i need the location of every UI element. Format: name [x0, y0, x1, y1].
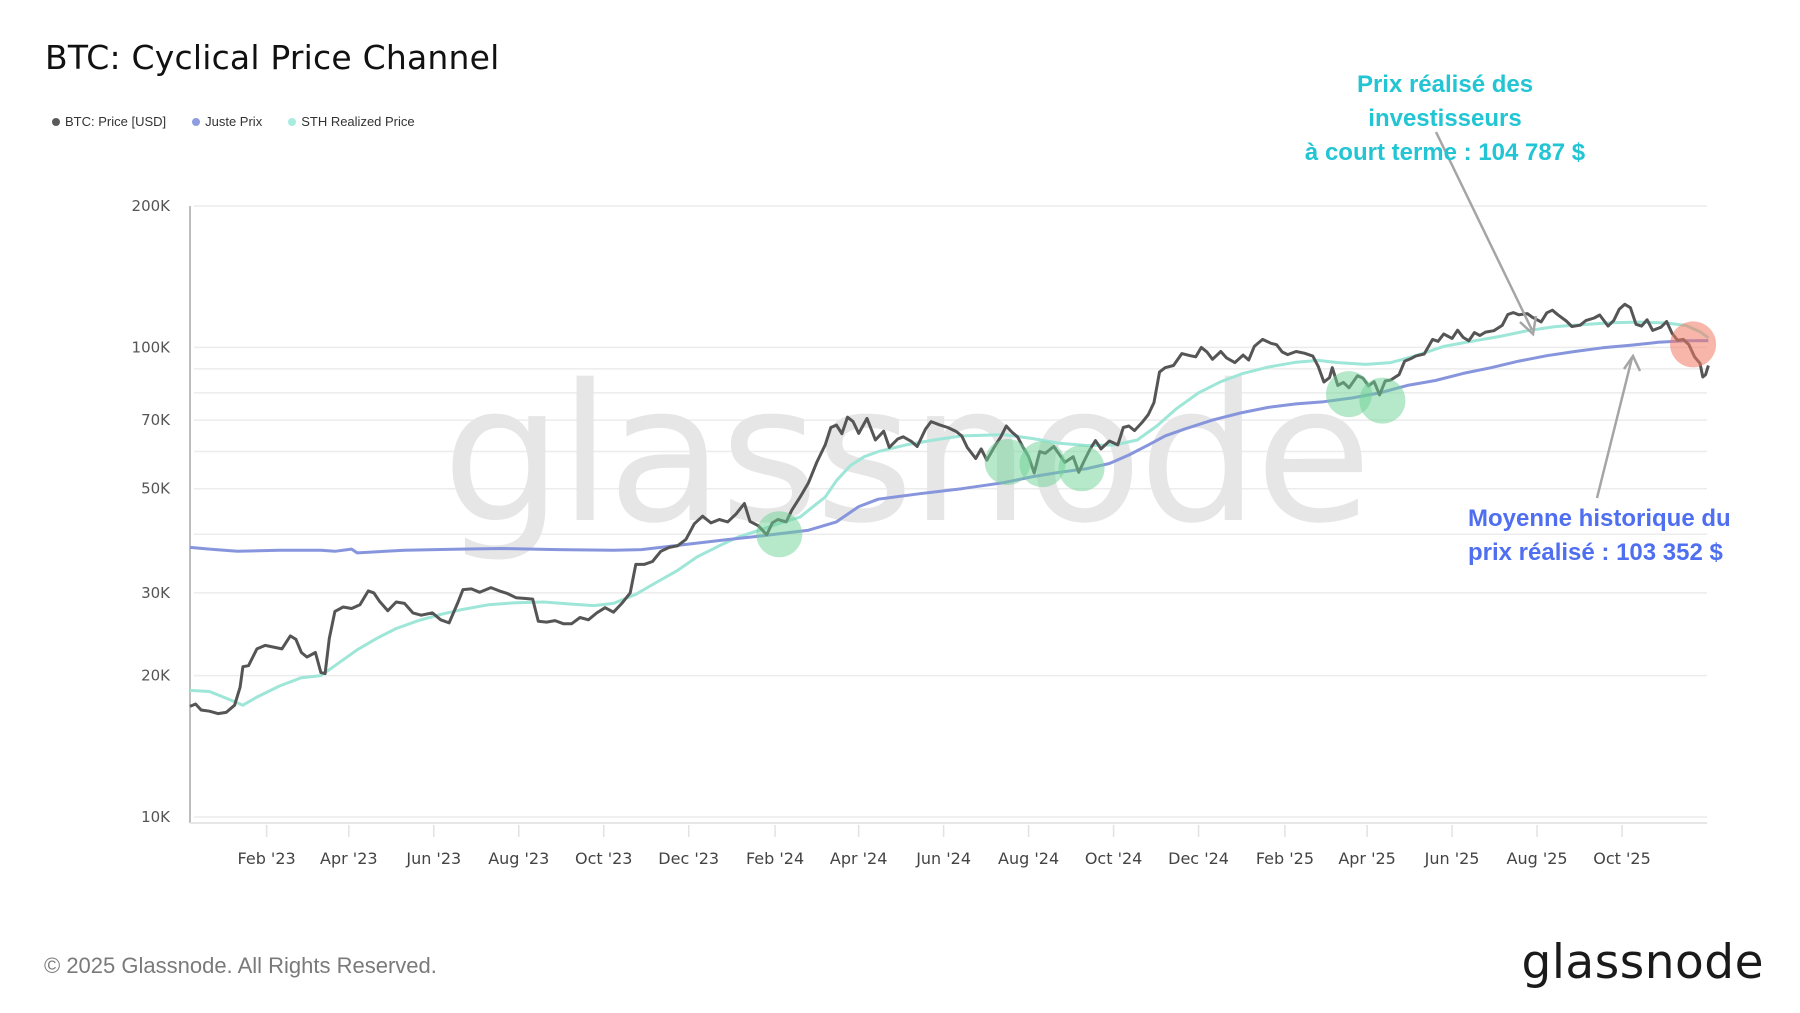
green-highlight-circle	[1058, 445, 1105, 492]
y-tick-label: 200K	[132, 197, 172, 215]
x-tick-label: Aug '23	[488, 849, 549, 868]
copyright-footer: © 2025 Glassnode. All Rights Reserved.	[44, 953, 437, 978]
glassnode-logo: glassnode	[1521, 935, 1764, 990]
legend-item-sth-realized-price[interactable]: STH Realized Price	[288, 114, 415, 129]
green-highlight-circle	[756, 511, 803, 558]
x-tick-label: Jun '23	[405, 849, 461, 868]
x-tick-label: Aug '24	[998, 849, 1059, 868]
watermark: glassnode	[442, 344, 1368, 565]
y-tick-label: 20K	[141, 667, 171, 685]
red-highlight-circle	[1670, 321, 1717, 368]
annotation-arrows	[1434, 131, 1642, 499]
x-tick-label: Feb '25	[1256, 849, 1314, 868]
y-tick-label: 10K	[141, 808, 171, 826]
y-tick-label: 50K	[141, 480, 171, 498]
legend-dot-icon	[52, 117, 60, 126]
annotation-line: Prix réalisé des investisseurs	[1356, 71, 1534, 132]
y-tick-label: 100K	[132, 338, 172, 356]
annotation-line: Moyenne historique du	[1468, 505, 1731, 532]
x-axis-ticks: Feb '23 Apr '23 Jun '23 Aug '23 Oct '23 Dec '…	[238, 825, 1651, 868]
x-tick-label: Oct '25	[1593, 849, 1651, 868]
arrowhead-sth-icon	[1519, 315, 1538, 337]
chart-legend: BTC: Price [USD] Juste Prix STH Realized…	[52, 114, 415, 129]
green-highlight-circle	[984, 439, 1031, 486]
annotation-line: à court terme : 104 787 $	[1304, 139, 1586, 166]
arrow-juste-icon	[1595, 357, 1634, 499]
arrowhead-juste-icon	[1622, 353, 1642, 372]
series-line-btc-price-usd-	[189, 302, 1710, 716]
x-tick-label: Feb '23	[238, 849, 296, 868]
legend-label: STH Realized Price	[301, 114, 415, 129]
legend-dot-icon	[288, 117, 297, 126]
series-line-sth-realized-price	[189, 320, 1710, 707]
green-highlight-circle	[1019, 441, 1066, 488]
x-tick-label: Jun '24	[915, 849, 971, 868]
x-tick-label: Aug '25	[1507, 849, 1568, 868]
annotation-juste-prix: Moyenne historique du prix réalisé : 103…	[1468, 502, 1798, 570]
annotation-line: prix réalisé : 103 352 $	[1468, 539, 1723, 566]
x-tick-label: Apr '24	[830, 849, 888, 868]
y-tick-label: 70K	[141, 411, 171, 429]
highlight-circles	[756, 321, 1717, 558]
y-tick-label: 30K	[141, 584, 171, 602]
annotation-sth-realized-price: Prix réalisé des investisseurs à court t…	[1280, 68, 1610, 170]
axes	[189, 206, 1707, 824]
y-axis-ticks: 10K 20K 30K 50K 70K 100K 200K	[132, 197, 172, 826]
chart-title: BTC: Cyclical Price Channel	[45, 38, 500, 77]
x-tick-label: Jun '25	[1424, 849, 1480, 868]
legend-dot-icon	[192, 117, 201, 126]
x-tick-label: Feb '24	[746, 849, 804, 868]
x-tick-label: Dec '24	[1168, 849, 1229, 868]
legend-item-btc-price[interactable]: BTC: Price [USD]	[52, 114, 166, 129]
green-highlight-circle	[1359, 377, 1406, 424]
legend-item-juste-prix[interactable]: Juste Prix	[192, 114, 262, 129]
legend-label: BTC: Price [USD]	[65, 114, 167, 129]
x-tick-label: Apr '23	[320, 849, 378, 868]
legend-label: Juste Prix	[205, 114, 263, 129]
x-tick-label: Dec '23	[658, 849, 719, 868]
arrow-sth-icon	[1434, 131, 1534, 331]
x-tick-label: Oct '24	[1085, 849, 1143, 868]
x-tick-label: Oct '23	[575, 849, 633, 868]
x-tick-label: Apr '25	[1338, 849, 1396, 868]
